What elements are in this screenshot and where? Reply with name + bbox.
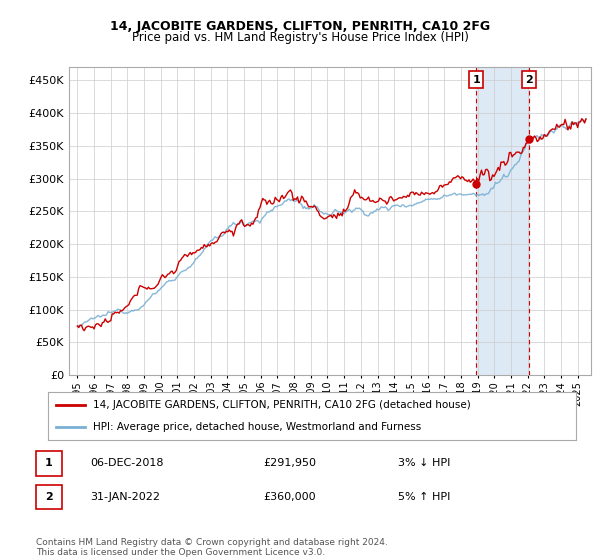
Text: 1: 1 (472, 74, 480, 85)
Text: HPI: Average price, detached house, Westmorland and Furness: HPI: Average price, detached house, West… (93, 422, 421, 432)
Text: 3% ↓ HPI: 3% ↓ HPI (398, 459, 450, 468)
Text: Contains HM Land Registry data © Crown copyright and database right 2024.
This d: Contains HM Land Registry data © Crown c… (36, 538, 388, 557)
Text: 2: 2 (525, 74, 533, 85)
Text: 14, JACOBITE GARDENS, CLIFTON, PENRITH, CA10 2FG (detached house): 14, JACOBITE GARDENS, CLIFTON, PENRITH, … (93, 400, 470, 410)
Text: 06-DEC-2018: 06-DEC-2018 (90, 459, 163, 468)
Text: £291,950: £291,950 (263, 459, 316, 468)
Text: £360,000: £360,000 (263, 492, 316, 502)
Bar (476, 67, 529, 375)
FancyBboxPatch shape (36, 451, 62, 476)
Text: Price paid vs. HM Land Registry's House Price Index (HPI): Price paid vs. HM Land Registry's House … (131, 31, 469, 44)
FancyBboxPatch shape (36, 484, 62, 510)
Text: 1: 1 (45, 459, 53, 468)
Text: 31-JAN-2022: 31-JAN-2022 (90, 492, 160, 502)
Text: 5% ↑ HPI: 5% ↑ HPI (398, 492, 450, 502)
Text: 14, JACOBITE GARDENS, CLIFTON, PENRITH, CA10 2FG: 14, JACOBITE GARDENS, CLIFTON, PENRITH, … (110, 20, 490, 32)
Text: 2: 2 (45, 492, 53, 502)
